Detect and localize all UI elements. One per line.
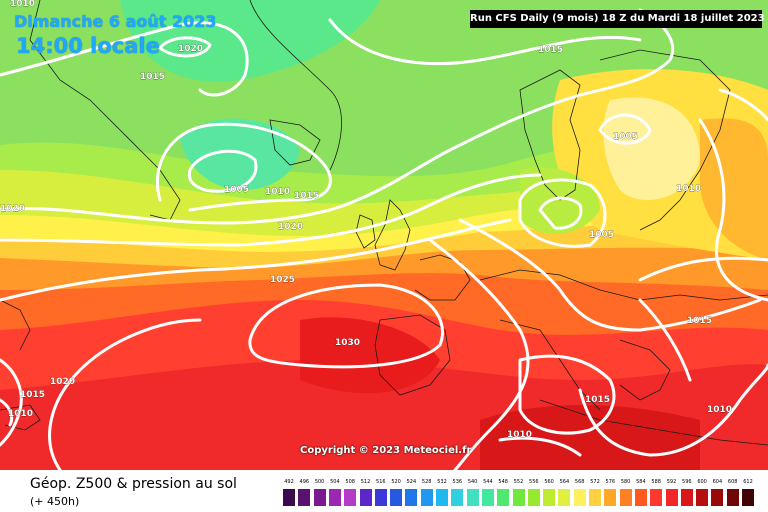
legend-color-swatch <box>298 489 311 506</box>
isobar-label: 1005 <box>589 230 614 240</box>
isobar-label: 1020 <box>50 377 75 387</box>
isobar-label: 1020 <box>278 222 303 232</box>
isobar-label: 1015 <box>20 390 45 400</box>
isobar-label: 1010 <box>676 184 701 194</box>
legend-value-label: 612 <box>743 479 753 485</box>
legend-value-label: 608 <box>727 479 738 485</box>
legend-color-swatch <box>466 489 479 506</box>
legend-color-swatch <box>420 489 433 506</box>
legend-color-swatch <box>619 489 632 506</box>
legend-value-label: 596 <box>682 479 692 485</box>
isobar-label: 1010 <box>265 187 290 197</box>
model-run-label: Run CFS Daily (9 mois) 18 Z du Mardi 18 … <box>470 10 765 28</box>
legend-value-label: 496 <box>299 479 310 485</box>
legend-color-swatch <box>604 489 617 506</box>
isobar-label: 1005 <box>613 132 638 142</box>
weather-map: 1010 1020 1015 1005 1010 1015 1020 1015 … <box>0 0 768 470</box>
legend-color-swatch <box>589 489 601 506</box>
isobar-label: 1025 <box>270 275 295 285</box>
forecast-date: Dimanche 6 août 2023 <box>14 12 217 31</box>
isobar-label: 1010 <box>507 430 532 440</box>
legend-color-swatch <box>543 489 556 506</box>
isobar-label: 1015 <box>294 191 319 201</box>
legend-value-label: 564 <box>559 479 570 485</box>
legend-color-swatch <box>527 489 540 506</box>
legend-color-swatch <box>696 489 709 506</box>
legend-color-swatch <box>344 489 357 506</box>
legend-value-label: 520 <box>391 479 401 485</box>
isobar-label: 1010 <box>10 0 35 9</box>
legend-value-label: 568 <box>574 479 585 485</box>
isobar-label: 1015 <box>585 395 610 405</box>
legend-color-swatch <box>634 489 647 506</box>
isobar-label: 1015 <box>687 316 712 326</box>
legend-value-label: 532 <box>437 479 447 485</box>
legend-value-label: 572 <box>590 479 600 485</box>
isobar-label: 1010 <box>707 405 732 415</box>
map-title: Géop. Z500 & pression au sol <box>30 476 237 492</box>
legend-color-swatch <box>328 489 341 506</box>
isobar-label: 1030 <box>335 338 360 348</box>
legend-color-swatch <box>512 489 525 506</box>
legend-color-swatch <box>451 489 464 506</box>
forecast-time: 14:00 locale <box>16 34 160 58</box>
legend-value-label: 544 <box>483 479 493 485</box>
legend-color-swatch <box>405 489 418 506</box>
isobar-label: 1015 <box>538 45 563 55</box>
legend-value-label: 592 <box>666 479 677 485</box>
legend-value-label: 528 <box>421 479 432 485</box>
legend-color-swatch <box>680 489 693 506</box>
legend-value-label: 576 <box>605 479 616 485</box>
legend-color-swatch <box>497 489 510 506</box>
legend-color-swatch <box>436 489 448 506</box>
legend-value-label: 516 <box>376 479 386 485</box>
legend-value-label: 508 <box>345 479 355 485</box>
isobar-label: 1015 <box>140 72 165 82</box>
legend-value-label: 584 <box>636 479 646 485</box>
legend-value-label: 580 <box>620 479 631 485</box>
legend-value-label: 556 <box>529 479 539 485</box>
legend-value-label: 552 <box>513 479 524 485</box>
legend-color-swatch <box>359 489 372 506</box>
isobar-label: 1010 <box>8 409 33 419</box>
legend-color-swatch <box>665 489 678 506</box>
legend-value-label: 524 <box>406 479 417 485</box>
forecast-lead-time: (+ 450h) <box>30 495 80 508</box>
legend-color-swatch <box>573 489 586 506</box>
legend-color-swatch <box>374 489 387 506</box>
isobar-label: 1005 <box>224 185 249 195</box>
legend-color-swatch <box>650 489 663 506</box>
color-scale-legend: 492 496 500 504 508 512 516 520 524 528 532 536 540 5… <box>283 479 754 507</box>
legend-value-label: 500 <box>314 479 325 485</box>
legend-value-label: 588 <box>651 479 661 485</box>
legend-value-label: 504 <box>330 479 340 485</box>
copyright-notice: Copyright © 2023 Meteociel.fr <box>300 445 472 456</box>
legend-value-label: 536 <box>452 479 463 485</box>
legend-value-label: 548 <box>498 479 508 485</box>
legend-value-label: 512 <box>360 479 371 485</box>
legend-value-label: 600 <box>697 479 707 485</box>
legend-color-swatch <box>283 489 295 506</box>
legend-color-swatch <box>711 489 724 506</box>
legend-color-swatch <box>726 489 739 506</box>
legend-color-swatch <box>313 489 326 506</box>
isobar-label: 1020 <box>0 204 25 214</box>
legend-value-label: 560 <box>544 479 554 485</box>
legend-value-label: 604 <box>712 479 723 485</box>
legend-color-swatch <box>390 489 403 506</box>
legend-color-swatch <box>558 489 571 506</box>
legend-color-swatch <box>481 489 494 506</box>
legend-value-label: 492 <box>284 479 294 485</box>
isobar-label: 1020 <box>178 44 203 54</box>
legend-color-swatch <box>742 489 754 506</box>
legend-value-label: 540 <box>467 479 478 485</box>
